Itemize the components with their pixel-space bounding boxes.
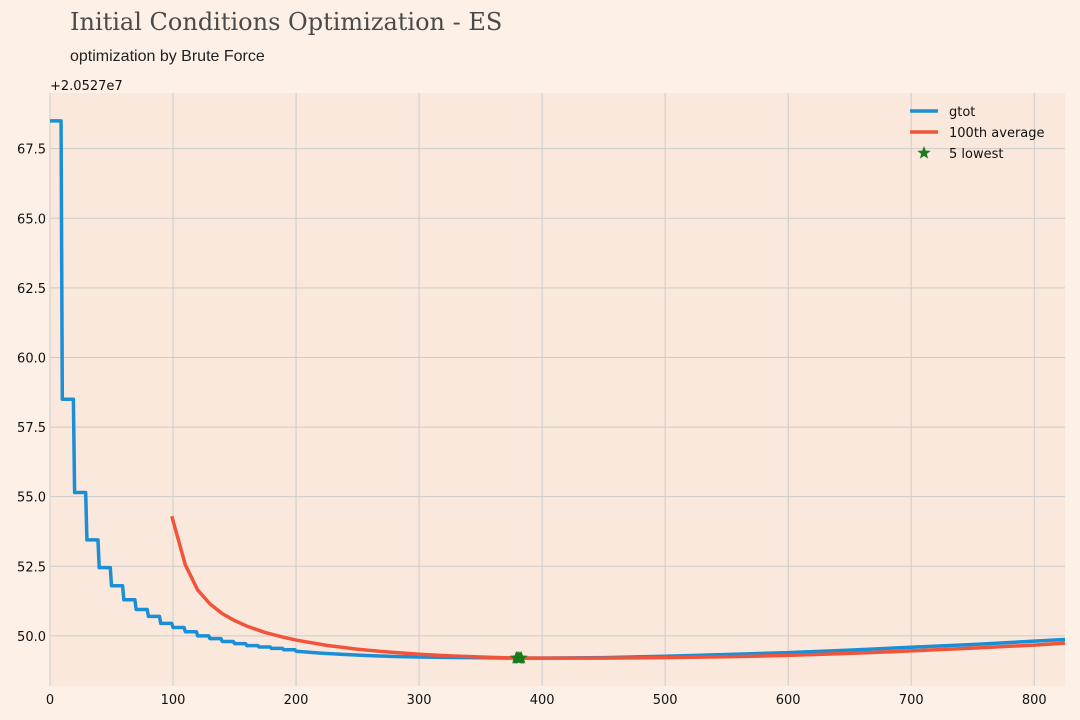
y-tick-label: 52.5 [17,560,46,575]
y-tick-label: 60.0 [17,351,46,366]
lowest-point-marker [514,650,528,664]
x-tick-label: 600 [776,693,801,708]
legend: gtot 100th average 5 lowest [910,105,1045,162]
series-line-average [170,515,1066,660]
y-tick-label: 57.5 [17,421,46,436]
series-layer [50,119,1066,664]
y-tick-label: 62.5 [17,282,46,297]
x-tick-label: 100 [161,693,186,708]
x-tick-label: 800 [1022,693,1047,708]
y-tick-label: 65.0 [17,212,46,227]
legend-label-gtot: gtot [949,105,975,120]
y-offset-label: +2.0527e7 [50,79,123,94]
x-tick-label: 500 [653,693,678,708]
tick-labels: 0 100 200 300 400 500 600 700 800 50.0 52.5 55.0 57.… [17,143,1047,708]
legend-label-lowest: 5 lowest [949,147,1003,162]
legend-label-average: 100th average [949,126,1045,141]
x-tick-label: 700 [899,693,924,708]
x-tick-label: 200 [284,693,309,708]
plot-area [50,93,1065,686]
chart-title: Initial Conditions Optimization - ES [70,8,503,36]
legend-marker-lowest [917,146,931,159]
x-tick-label: 400 [530,693,555,708]
grid-lines [49,93,1065,686]
y-tick-label: 50.0 [17,630,46,645]
y-tick-label: 55.0 [17,491,46,506]
x-tick-label: 0 [46,693,54,708]
x-tick-label: 300 [407,693,432,708]
y-tick-label: 67.5 [17,143,46,158]
chart-subtitle: optimization by Brute Force [70,48,265,65]
